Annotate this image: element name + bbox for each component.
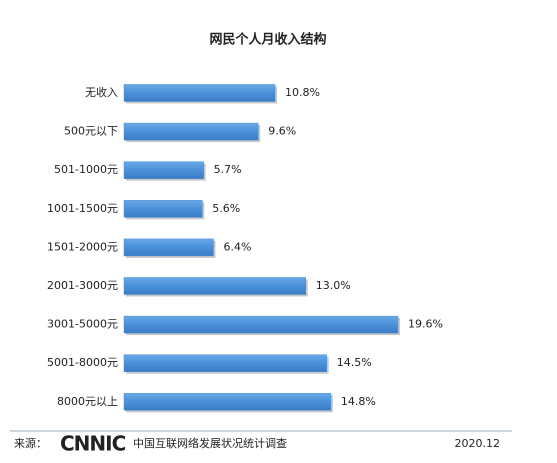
value-label: 13.0% xyxy=(316,279,351,292)
chart-title: 网民个人月收入结构 xyxy=(209,32,326,48)
value-label: 14.5% xyxy=(337,356,372,369)
value-label: 5.6% xyxy=(212,202,240,215)
bar xyxy=(123,84,276,102)
value-label: 19.6% xyxy=(408,318,443,331)
bar xyxy=(123,238,214,257)
value-label: 10.8% xyxy=(285,86,320,99)
date: 2020.12 xyxy=(455,437,501,450)
value-label: 6.4% xyxy=(223,240,251,253)
category-label: 2001-3000元 xyxy=(47,279,118,292)
bar xyxy=(123,161,204,179)
source: 中国互联网络发展状况统计调查 xyxy=(133,436,287,450)
bar xyxy=(123,122,259,141)
category-label: 无收入 xyxy=(85,85,118,99)
bar xyxy=(123,354,327,372)
category-label: 501-1000元 xyxy=(54,163,118,176)
category-label: 1501-2000元 xyxy=(47,240,118,253)
category-label: 5001-8000元 xyxy=(47,356,118,369)
value-label: 5.7% xyxy=(214,163,242,176)
value-label: 9.6% xyxy=(268,125,296,138)
category-label: 8000元以上 xyxy=(57,395,118,408)
category-label: 3001-5000元 xyxy=(47,318,118,331)
category-label: 500元以下 xyxy=(64,125,118,138)
bar xyxy=(123,393,332,411)
category-label: 1001-1500元 xyxy=(47,202,118,215)
bar xyxy=(123,315,399,334)
bar xyxy=(123,200,203,218)
bar xyxy=(123,277,306,295)
source-label: 来源： xyxy=(14,436,47,450)
value-label: 14.8% xyxy=(341,395,376,408)
logo: CNNIC xyxy=(60,432,126,456)
